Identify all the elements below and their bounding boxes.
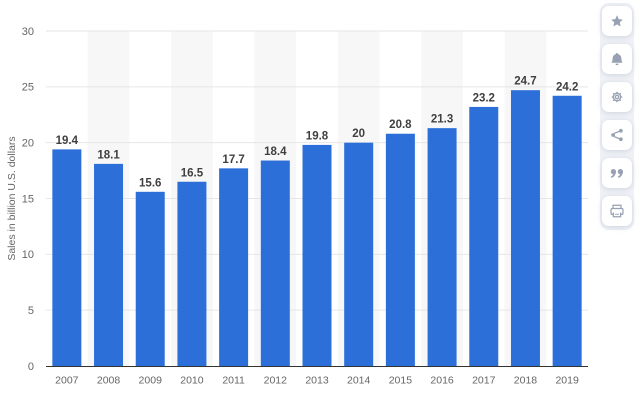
- svg-text:2013: 2013: [305, 375, 329, 387]
- svg-text:2011: 2011: [222, 375, 245, 387]
- svg-text:2007: 2007: [55, 375, 79, 387]
- svg-text:2019: 2019: [555, 375, 579, 387]
- svg-text:23.2: 23.2: [473, 92, 495, 104]
- svg-text:25: 25: [22, 82, 34, 94]
- svg-text:20.8: 20.8: [389, 119, 412, 131]
- svg-text:2010: 2010: [180, 375, 204, 387]
- svg-text:5: 5: [28, 305, 34, 317]
- svg-text:18.1: 18.1: [97, 149, 120, 161]
- svg-text:2014: 2014: [347, 375, 371, 387]
- svg-text:15.6: 15.6: [139, 177, 161, 189]
- svg-text:2012: 2012: [264, 375, 288, 387]
- svg-text:17.7: 17.7: [222, 154, 244, 166]
- svg-text:20: 20: [22, 137, 34, 149]
- svg-text:15: 15: [22, 193, 34, 205]
- svg-text:2015: 2015: [389, 375, 413, 387]
- svg-text:2008: 2008: [97, 375, 121, 387]
- svg-text:21.3: 21.3: [431, 114, 453, 126]
- svg-text:19.8: 19.8: [306, 130, 329, 142]
- svg-text:10: 10: [22, 249, 34, 261]
- svg-text:2017: 2017: [472, 375, 496, 387]
- svg-text:20: 20: [352, 128, 365, 140]
- svg-text:Sales in billion U.S. dollars: Sales in billion U.S. dollars: [6, 136, 18, 260]
- svg-text:19.4: 19.4: [56, 135, 79, 147]
- svg-text:24.7: 24.7: [514, 76, 536, 88]
- svg-text:2016: 2016: [430, 375, 454, 387]
- svg-text:18.4: 18.4: [264, 146, 287, 158]
- svg-text:24.2: 24.2: [556, 81, 578, 93]
- svg-text:2009: 2009: [139, 375, 163, 387]
- svg-text:2018: 2018: [514, 375, 538, 387]
- svg-text:0: 0: [28, 361, 34, 373]
- svg-text:16.5: 16.5: [181, 167, 204, 179]
- svg-text:30: 30: [22, 26, 34, 38]
